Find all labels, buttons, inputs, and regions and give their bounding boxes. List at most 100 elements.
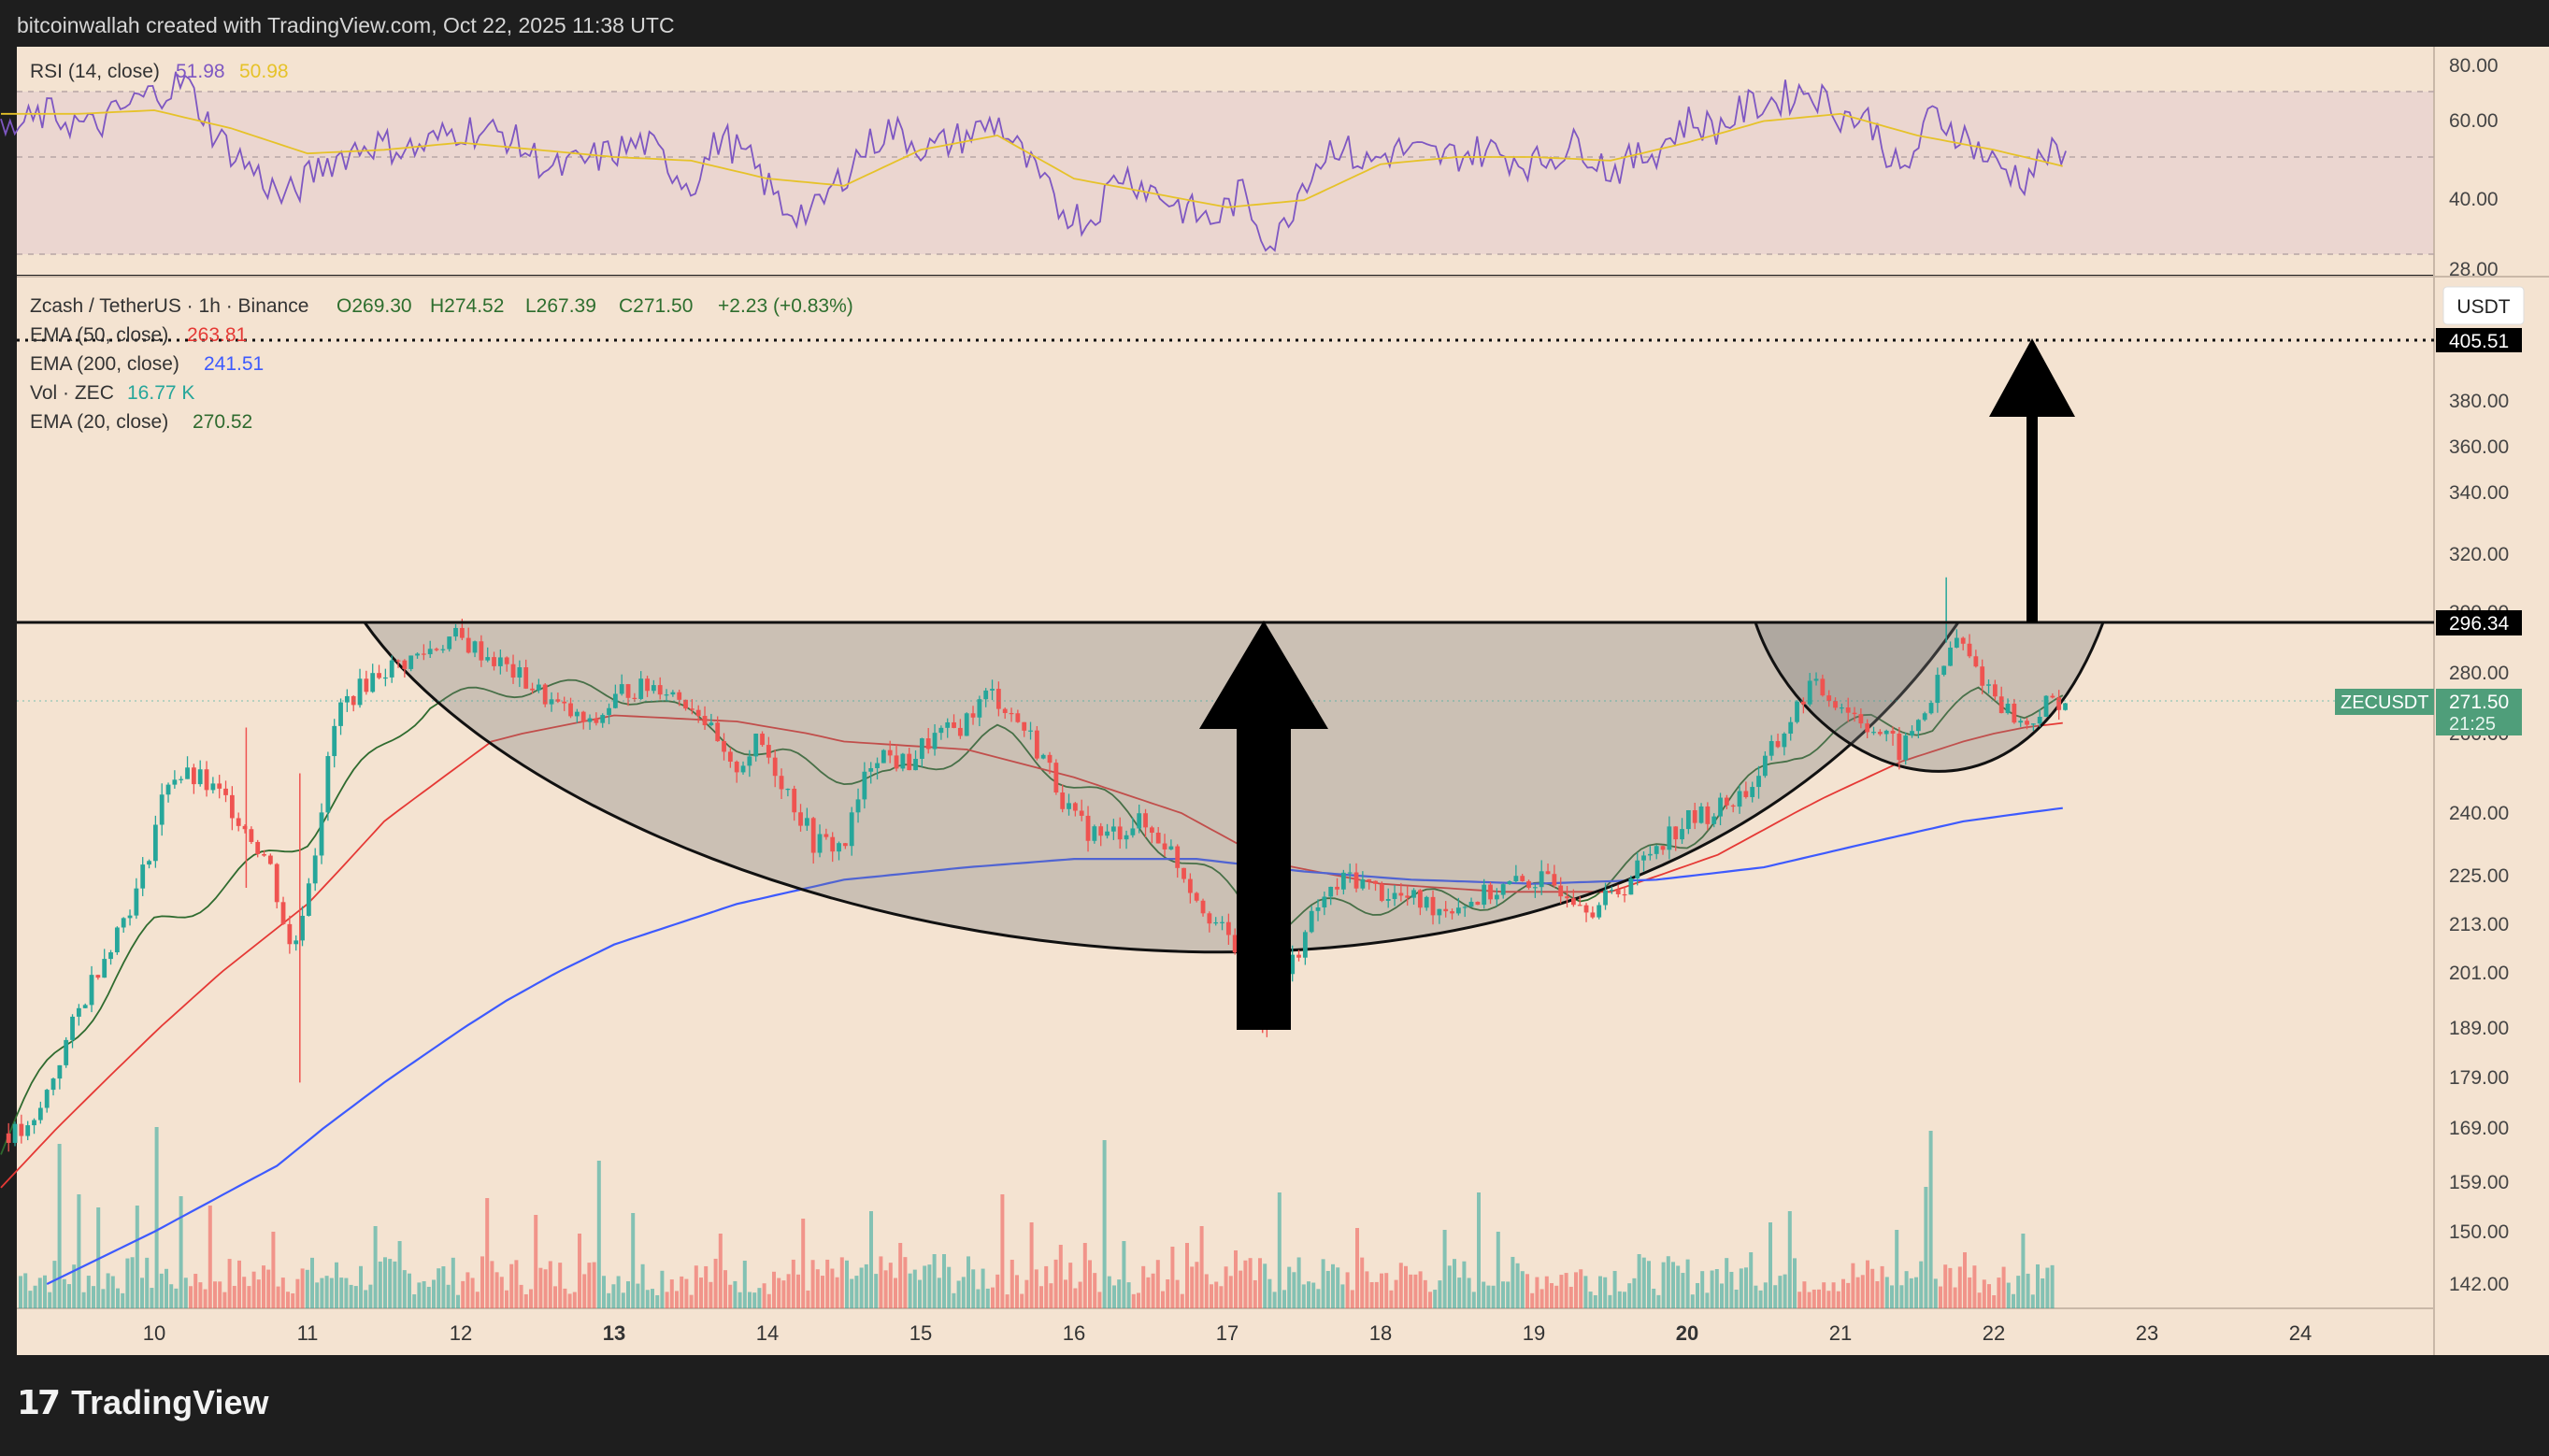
volume-bar [1340, 1284, 1345, 1308]
volume-bar [422, 1280, 426, 1308]
volume-bar [1641, 1257, 1646, 1308]
volume-bar [1778, 1276, 1783, 1308]
volume-bar [1982, 1279, 1986, 1308]
candle-body [1085, 815, 1091, 841]
volume-bar [1331, 1263, 1335, 1308]
ohlc-open: O269.30 [337, 295, 412, 317]
volume-bar [1398, 1263, 1403, 1308]
candle-body [1053, 763, 1059, 793]
volume-bar [923, 1265, 927, 1308]
candle-body [1673, 826, 1679, 840]
candle-body [1667, 826, 1672, 850]
volume-bar [1413, 1274, 1418, 1308]
candle-body [766, 745, 771, 758]
candle-body [1462, 906, 1468, 908]
volume-bar [1939, 1286, 1942, 1308]
candle-body [715, 722, 721, 742]
volume-bar [408, 1273, 411, 1308]
candle-body [479, 641, 484, 661]
candle-body [1187, 878, 1193, 893]
volume-bar [883, 1270, 888, 1308]
volume-bar [1380, 1273, 1383, 1308]
price-tick-label: 169.00 [2449, 1118, 2509, 1139]
volume-bar [213, 1281, 217, 1308]
candle-body [2063, 703, 2068, 710]
volume-bar [315, 1282, 320, 1308]
volume-bar [208, 1206, 212, 1308]
candle-body [2056, 697, 2062, 710]
volume-bar [1870, 1268, 1875, 1308]
tradingview-logo[interactable]: 17 TradingView [17, 1383, 269, 1422]
volume-bar [2036, 1263, 2040, 1308]
currency-button[interactable]: USDT [2456, 296, 2510, 318]
volume-bar [339, 1278, 344, 1308]
volume-bar [592, 1262, 596, 1308]
candle-body [664, 694, 669, 696]
volume-bar [1652, 1288, 1656, 1308]
volume-bar [499, 1277, 504, 1308]
rsi-axis-ticks: 80.00 60.00 40.00 28.00 [2449, 55, 2499, 280]
time-tick-label: 12 [450, 1321, 472, 1345]
volume-bar [52, 1261, 57, 1308]
volume-bar [1700, 1271, 1705, 1308]
volume-bar [607, 1292, 611, 1308]
candle-body [1047, 754, 1053, 764]
volume-bar [626, 1281, 630, 1308]
volume-bar [587, 1263, 592, 1308]
volume-bar [850, 1278, 854, 1308]
volume-bar [1058, 1245, 1063, 1308]
volume-bar [1053, 1259, 1058, 1308]
volume-bar [295, 1278, 300, 1308]
volume-bar [709, 1281, 713, 1308]
volume-bar [1598, 1276, 1602, 1308]
candle-body [580, 711, 586, 722]
candle-body [1475, 901, 1481, 906]
candle-body [185, 767, 190, 779]
volume-bar [1263, 1263, 1267, 1308]
volume-bar [854, 1276, 859, 1308]
volume-bar [1204, 1274, 1209, 1308]
candle-body [2037, 716, 2042, 724]
candle-body [1072, 803, 1078, 811]
candle-body [938, 727, 944, 734]
volume-bar [572, 1292, 577, 1308]
volume-bar [1769, 1222, 1772, 1308]
volume-bar [335, 1262, 338, 1308]
volume-bar [1535, 1277, 1539, 1308]
volume-bar [1972, 1265, 1977, 1308]
volume-bar [830, 1268, 835, 1308]
volume-bar [1919, 1261, 1924, 1308]
candle-body [772, 757, 778, 777]
candle-body [900, 753, 906, 769]
volume-bar [932, 1254, 937, 1308]
candle-body [1392, 892, 1397, 900]
volume-bar [1428, 1292, 1432, 1308]
candle-body [267, 855, 273, 864]
volume-bar [1729, 1271, 1734, 1308]
volume-bar [1817, 1289, 1821, 1308]
candle-body [1220, 921, 1224, 923]
volume-bar [937, 1278, 941, 1308]
candle-body [1718, 797, 1723, 817]
candle-body [1775, 741, 1781, 748]
candle-body [25, 1125, 31, 1136]
volume-bar [723, 1270, 727, 1308]
candle-body [523, 667, 529, 689]
volume-bar [766, 1293, 771, 1308]
candle-body [1526, 880, 1531, 889]
volume-bar [1530, 1292, 1535, 1308]
candle-body [1385, 899, 1391, 901]
candle-body [1532, 887, 1538, 889]
volume-bar [48, 1292, 52, 1308]
volume-bar [1875, 1280, 1880, 1308]
candle-body [217, 783, 222, 789]
candle-body [1769, 741, 1774, 756]
volume-bar [441, 1266, 446, 1308]
candle-body [1545, 871, 1551, 875]
volume-bar [1292, 1272, 1296, 1308]
candle-body [1424, 896, 1429, 908]
time-tick-label: 24 [2289, 1321, 2312, 1345]
currency-button-bg[interactable] [2442, 286, 2525, 325]
